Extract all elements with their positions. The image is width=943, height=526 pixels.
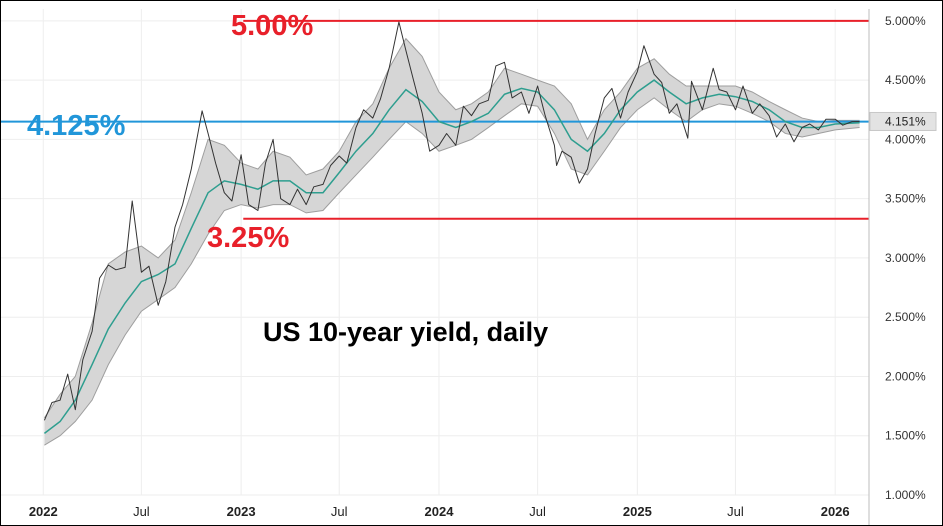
level-label: 3.25% (207, 222, 289, 254)
y-tick-label: 4.000% (885, 132, 926, 146)
grid-lines (1, 9, 869, 496)
x-tick-label: 2023 (227, 504, 256, 519)
badge-box (869, 111, 937, 131)
chart-title: US 10-year yield, daily (263, 317, 548, 347)
y-tick-label: 3.500% (885, 192, 926, 206)
x-tick-label: 2024 (425, 504, 455, 519)
last-value-badge: 4.151% (869, 111, 937, 131)
badge-text: 4.151% (885, 114, 926, 128)
x-tick-label: 2025 (623, 504, 652, 519)
x-axis: 2022 Jul 2023 Jul 2024 Jul 2025 Jul 2026 (29, 504, 850, 519)
price-series (43, 21, 860, 421)
moving-average-line (43, 79, 860, 434)
moving-average (43, 79, 860, 434)
y-tick-label: 2.000% (885, 369, 926, 383)
x-tick-label: 2026 (821, 504, 850, 519)
level-lines: 5.00% 3.25% 4.125% (1, 10, 869, 254)
y-tick-label: 1.000% (885, 488, 926, 502)
envelope-upper-line (43, 37, 860, 419)
y-axis: 1.000% 1.500% 2.000% 2.500% 3.000% 3.500% 4.00… (868, 9, 926, 525)
y-tick-label: 5.000% (885, 14, 926, 28)
x-tick-label: Jul (331, 504, 348, 519)
price-line (43, 21, 860, 421)
y-tick-label: 1.500% (885, 429, 926, 443)
x-tick-label: Jul (529, 504, 546, 519)
envelope-band (43, 37, 860, 446)
x-tick-label: Jul (727, 504, 744, 519)
envelope-lower-line (44, 97, 860, 446)
y-tick-label: 4.500% (885, 73, 926, 87)
level-label: 5.00% (231, 10, 313, 42)
x-tick-label: Jul (133, 504, 150, 519)
x-tick-label: 2022 (29, 504, 58, 519)
envelope-area (44, 38, 860, 446)
y-tick-label: 2.500% (885, 310, 926, 324)
y-tick-label: 3.000% (885, 251, 926, 265)
level-label: 4.125% (27, 110, 126, 142)
